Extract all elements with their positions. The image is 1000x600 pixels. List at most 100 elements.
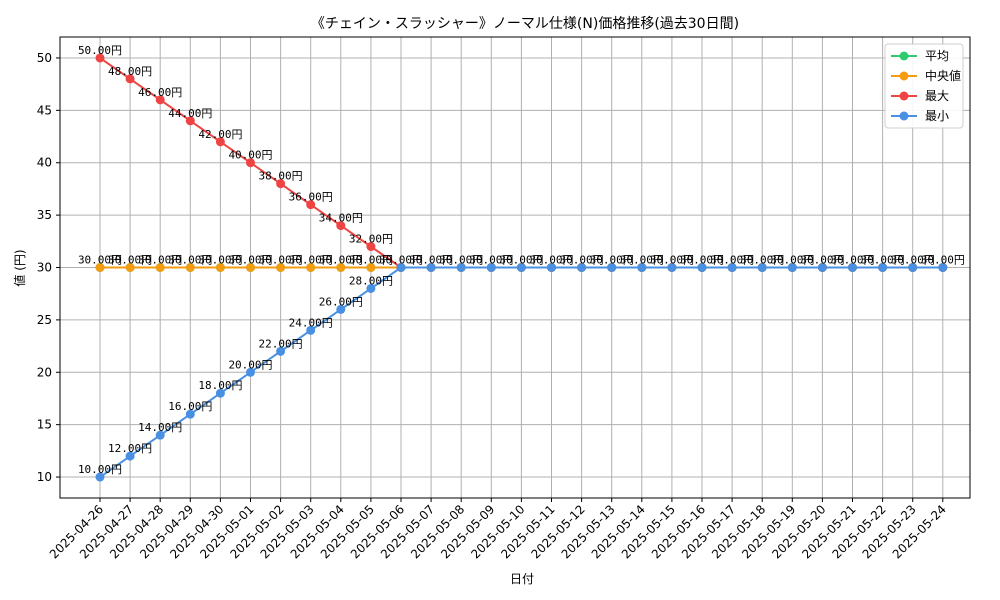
data-point bbox=[366, 263, 376, 272]
data-label-average: 30.00円 bbox=[379, 254, 423, 267]
data-point bbox=[276, 263, 286, 272]
data-point bbox=[697, 263, 707, 272]
data-label-average: 30.00円 bbox=[830, 254, 874, 267]
data-point bbox=[336, 263, 346, 272]
data-label-min: 24.00円 bbox=[289, 316, 333, 329]
data-point bbox=[426, 263, 436, 272]
y-tick-label: 10 bbox=[37, 470, 52, 484]
data-point bbox=[757, 263, 767, 272]
y-tick-label: 20 bbox=[37, 365, 52, 379]
data-point bbox=[637, 263, 647, 272]
data-label-average: 30.00円 bbox=[259, 254, 303, 267]
data-point bbox=[215, 263, 225, 272]
data-point bbox=[215, 388, 225, 398]
data-point bbox=[577, 263, 587, 272]
data-point bbox=[95, 53, 105, 63]
y-tick-label: 25 bbox=[37, 313, 52, 327]
data-label-average: 30.00円 bbox=[740, 254, 784, 267]
data-label-max: 44.00円 bbox=[168, 107, 212, 120]
y-tick-label: 50 bbox=[37, 51, 52, 65]
data-point bbox=[306, 263, 316, 272]
legend-label: 最大 bbox=[925, 89, 949, 103]
data-point bbox=[185, 116, 195, 126]
data-label-average: 30.00円 bbox=[228, 254, 272, 267]
data-label-average: 30.00円 bbox=[650, 254, 694, 267]
y-tick-label: 35 bbox=[37, 208, 52, 222]
data-point bbox=[336, 221, 346, 231]
data-label-max: 32.00円 bbox=[349, 233, 393, 246]
x-axis-title: 日付 bbox=[510, 572, 534, 586]
data-point bbox=[95, 472, 105, 482]
data-label-average: 30.00円 bbox=[861, 254, 905, 267]
data-label-min: 12.00円 bbox=[108, 442, 152, 455]
data-point bbox=[336, 304, 346, 314]
chart-title: 《チェイン・スラッシャー》ノーマル仕様(N)価格推移(過去30日間) bbox=[311, 16, 739, 32]
data-label-average: 30.00円 bbox=[800, 254, 844, 267]
legend-swatch-marker bbox=[899, 51, 909, 61]
data-label-average: 30.00円 bbox=[620, 254, 664, 267]
y-tick-label: 30 bbox=[37, 261, 52, 275]
data-label-min: 28.00円 bbox=[349, 274, 393, 287]
data-point bbox=[276, 179, 286, 189]
data-point bbox=[817, 263, 827, 272]
data-point bbox=[516, 263, 526, 272]
data-label-average: 30.00円 bbox=[529, 254, 573, 267]
y-tick-label: 15 bbox=[37, 418, 52, 432]
data-label-max: 50.00円 bbox=[78, 44, 122, 57]
series-3 bbox=[95, 263, 948, 482]
data-point bbox=[125, 263, 135, 272]
data-point bbox=[667, 263, 677, 272]
data-point bbox=[125, 451, 135, 461]
data-point bbox=[787, 263, 797, 272]
data-point bbox=[486, 263, 496, 272]
data-point bbox=[155, 95, 165, 105]
data-label-average: 30.00円 bbox=[560, 254, 604, 267]
legend-label: 最小 bbox=[925, 109, 949, 123]
data-label-min: 14.00円 bbox=[138, 421, 182, 434]
data-label-average: 30.00円 bbox=[891, 254, 935, 267]
data-label-average: 30.00円 bbox=[168, 254, 212, 267]
data-point bbox=[366, 283, 376, 293]
data-label-min: 22.00円 bbox=[259, 337, 303, 350]
data-point bbox=[456, 263, 466, 272]
data-point bbox=[155, 430, 165, 440]
data-label-max: 42.00円 bbox=[198, 128, 242, 141]
legend-box bbox=[884, 43, 964, 129]
data-point bbox=[607, 263, 617, 272]
data-label-average: 30.00円 bbox=[198, 254, 242, 267]
data-label-average: 30.00円 bbox=[499, 254, 543, 267]
data-point bbox=[246, 263, 255, 272]
data-label-average: 30.00円 bbox=[108, 254, 152, 267]
data-label-average: 30.00円 bbox=[78, 254, 122, 267]
data-label-max: 48.00円 bbox=[108, 65, 152, 78]
data-point bbox=[727, 263, 737, 272]
data-label-average: 30.00円 bbox=[409, 254, 453, 267]
data-point bbox=[95, 263, 105, 272]
data-label-max: 40.00円 bbox=[228, 149, 272, 162]
y-axis: 10 15 20 25 30 35 40 45 50 bbox=[37, 51, 60, 484]
data-label-average: 30.00円 bbox=[590, 254, 634, 267]
legend-label: 中央値 bbox=[925, 68, 961, 83]
data-labels: 30.00円 50.00円 10.00円 30.00円 48.00円 12.00円 30.0… bbox=[78, 44, 965, 476]
y-axis-title: 値 (円) bbox=[12, 249, 27, 286]
data-label-min: 16.00円 bbox=[168, 400, 212, 413]
legend-swatch-marker bbox=[899, 91, 909, 101]
data-label-max: 36.00円 bbox=[289, 191, 333, 204]
data-label-min: 18.00円 bbox=[198, 379, 242, 392]
data-label-average: 30.00円 bbox=[439, 254, 483, 267]
data-label-max: 38.00円 bbox=[259, 170, 303, 183]
data-label-min: 26.00円 bbox=[319, 295, 363, 308]
data-point bbox=[938, 263, 948, 272]
data-label-min: 20.00円 bbox=[228, 358, 272, 371]
data-point bbox=[306, 200, 316, 210]
data-label-average: 30.00円 bbox=[469, 254, 513, 267]
data-label-average: 30.00円 bbox=[319, 254, 363, 267]
data-point bbox=[878, 263, 888, 272]
data-point bbox=[155, 263, 165, 272]
x-axis: 2025-04-262025-04-272025-04-282025-04-29… bbox=[47, 498, 949, 561]
data-point bbox=[547, 263, 556, 272]
data-label-average: 30.00円 bbox=[921, 254, 965, 267]
data-point bbox=[306, 325, 316, 335]
